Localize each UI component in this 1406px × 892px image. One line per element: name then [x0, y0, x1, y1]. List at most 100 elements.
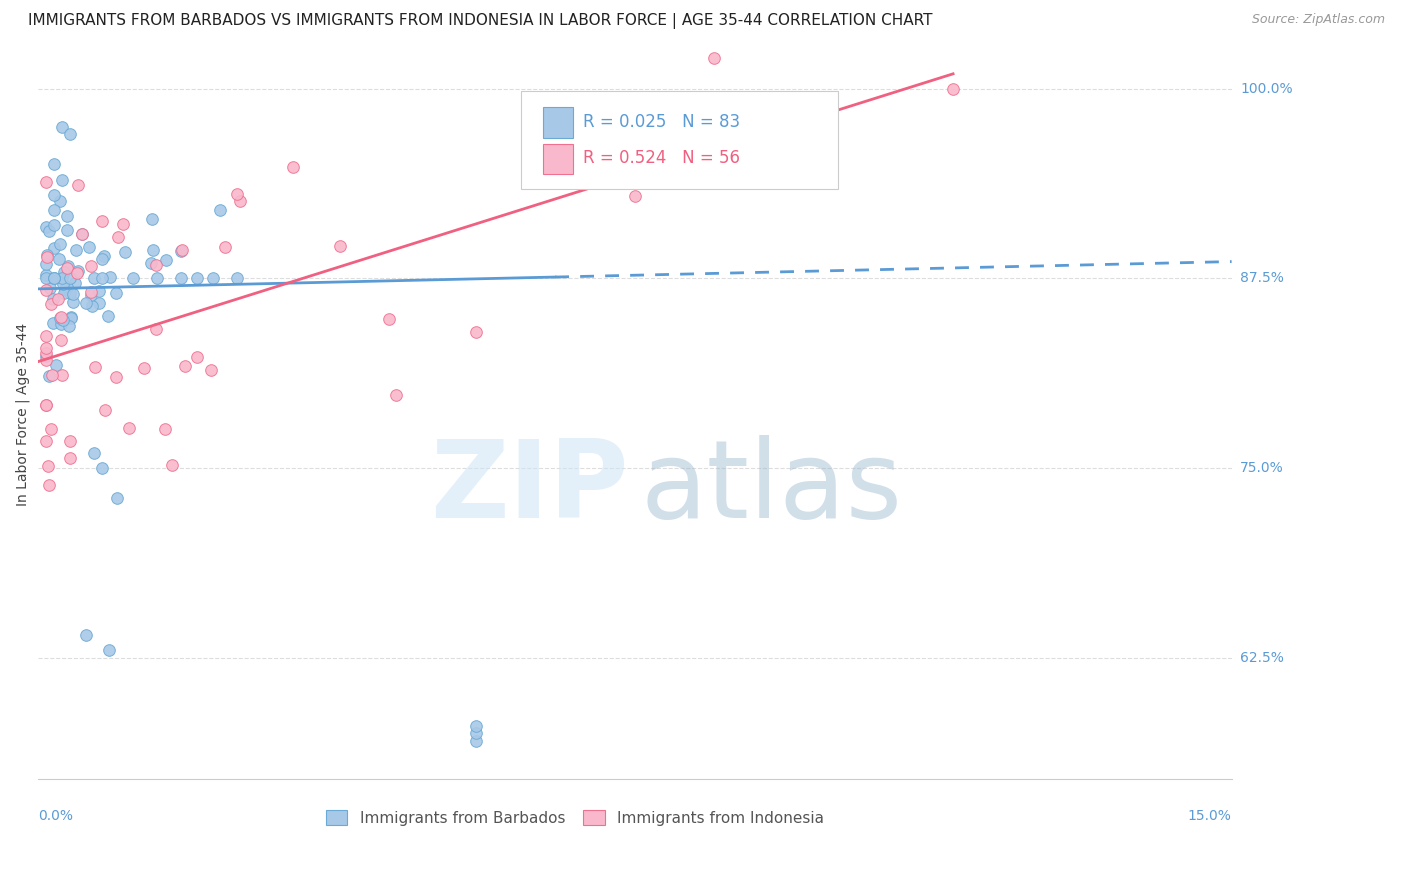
Point	[35, 271, 58, 285]
Point	[60, 310, 83, 324]
Point	[139, 256, 162, 270]
Point	[186, 351, 208, 365]
Text: atlas: atlas	[641, 434, 903, 541]
Point	[52, 277, 75, 291]
Point	[107, 229, 129, 244]
Point	[160, 458, 183, 472]
Point	[35, 175, 58, 189]
Point	[49, 333, 72, 347]
Point	[49, 317, 72, 331]
Point	[59, 451, 82, 466]
Point	[75, 628, 97, 642]
Point	[46, 292, 69, 306]
Point	[62, 286, 84, 301]
Point	[170, 244, 193, 258]
Point	[170, 244, 193, 258]
Point	[170, 271, 193, 285]
Point	[42, 202, 65, 217]
Point	[83, 446, 105, 460]
Point	[87, 285, 110, 299]
Point	[35, 268, 58, 283]
Point	[45, 358, 67, 372]
Point	[67, 264, 90, 278]
Point	[39, 281, 62, 295]
Text: 0.0%: 0.0%	[38, 809, 73, 823]
Point	[56, 280, 79, 294]
Point	[145, 322, 167, 336]
Point	[229, 194, 252, 209]
Point	[225, 186, 247, 201]
Point	[703, 51, 725, 65]
Text: Source: ZipAtlas.com: Source: ZipAtlas.com	[1251, 13, 1385, 27]
FancyBboxPatch shape	[543, 107, 572, 138]
FancyBboxPatch shape	[522, 91, 838, 189]
Point	[544, 128, 567, 142]
Point	[49, 194, 72, 208]
Point	[201, 271, 224, 285]
Point	[464, 325, 486, 339]
Point	[35, 283, 58, 297]
Point	[53, 286, 76, 301]
Point	[65, 266, 87, 280]
Point	[77, 240, 100, 254]
Point	[37, 248, 59, 262]
Point	[90, 461, 112, 475]
Point	[200, 362, 222, 376]
Point	[155, 253, 177, 268]
Point	[48, 236, 70, 251]
Point	[80, 259, 103, 273]
Point	[329, 238, 352, 252]
Text: 15.0%: 15.0%	[1188, 809, 1232, 823]
Point	[464, 726, 486, 740]
Point	[51, 172, 73, 186]
Point	[59, 127, 82, 141]
Point	[49, 310, 72, 324]
Point	[105, 369, 128, 384]
Point	[153, 422, 176, 436]
Point	[385, 387, 408, 401]
Point	[48, 252, 70, 267]
Point	[104, 286, 127, 301]
Point	[94, 402, 117, 417]
Point	[90, 213, 112, 227]
Point	[35, 257, 58, 271]
Point	[35, 434, 58, 448]
Point	[37, 458, 59, 473]
Point	[281, 160, 304, 174]
Point	[142, 243, 165, 257]
Point	[107, 491, 129, 506]
Text: ZIP: ZIP	[430, 434, 628, 541]
Point	[42, 316, 65, 330]
Point	[70, 227, 93, 241]
Point	[141, 212, 163, 227]
Point	[98, 643, 121, 657]
Text: IMMIGRANTS FROM BARBADOS VS IMMIGRANTS FROM INDONESIA IN LABOR FORCE | AGE 35-44: IMMIGRANTS FROM BARBADOS VS IMMIGRANTS F…	[28, 13, 932, 29]
Point	[93, 250, 115, 264]
Point	[186, 271, 208, 285]
Point	[89, 295, 111, 310]
Point	[378, 312, 401, 326]
Text: 75.0%: 75.0%	[1240, 461, 1284, 475]
Point	[90, 271, 112, 285]
Point	[464, 734, 486, 748]
Point	[38, 478, 60, 492]
Point	[942, 81, 965, 95]
Point	[52, 313, 75, 327]
Point	[75, 296, 97, 310]
Point	[59, 285, 82, 300]
Point	[35, 250, 58, 264]
Point	[51, 271, 73, 285]
Point	[39, 297, 62, 311]
Point	[623, 188, 645, 202]
Point	[38, 225, 60, 239]
Point	[214, 240, 236, 254]
Point	[146, 271, 169, 285]
Point	[35, 399, 58, 413]
Point	[209, 203, 232, 218]
Text: R = 0.025   N = 83: R = 0.025 N = 83	[583, 113, 741, 131]
Text: 100.0%: 100.0%	[1240, 81, 1292, 95]
Point	[59, 310, 82, 325]
Point	[38, 368, 60, 383]
Point	[62, 294, 84, 309]
Point	[132, 360, 155, 375]
